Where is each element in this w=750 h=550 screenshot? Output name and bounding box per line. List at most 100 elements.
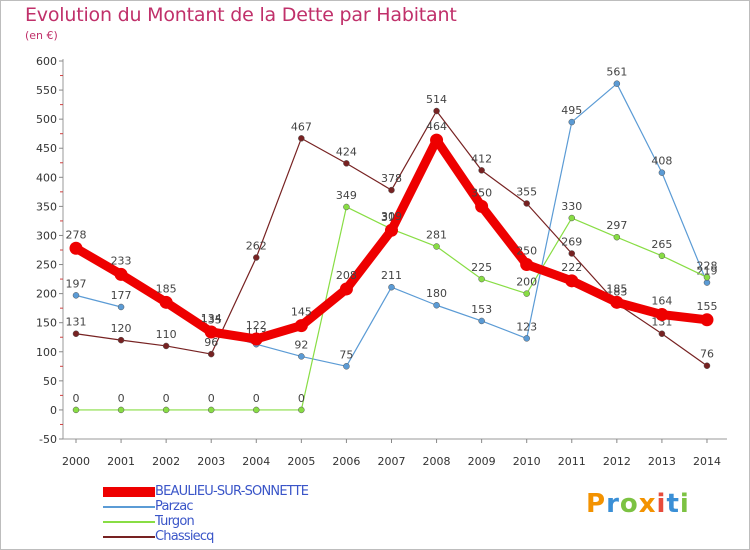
data-point (478, 167, 485, 174)
y-tick-label: 350 (36, 200, 57, 213)
data-point (388, 283, 395, 291)
data-point (433, 301, 440, 309)
data-label: 424 (336, 145, 357, 158)
data-point (520, 258, 534, 272)
data-point (253, 254, 260, 261)
data-label: 262 (246, 240, 267, 253)
data-label: 330 (561, 200, 582, 213)
legend-label: Chassiecq (155, 529, 214, 544)
data-label: 120 (111, 322, 132, 335)
data-point (72, 406, 80, 414)
data-label: 228 (696, 259, 717, 272)
data-point (72, 292, 80, 299)
data-point (117, 406, 125, 414)
y-tick-label: 500 (36, 113, 57, 126)
data-label: 177 (111, 289, 132, 302)
y-tick-label: 300 (36, 229, 57, 242)
x-tick-label: 2009 (468, 455, 496, 468)
data-point (430, 133, 444, 147)
data-label: 211 (381, 269, 402, 282)
data-label: 0 (298, 392, 305, 405)
legend-swatch (103, 506, 155, 508)
data-label: 495 (561, 104, 582, 117)
legend-label: Parzac (155, 499, 194, 514)
data-point (433, 107, 440, 115)
data-label: 297 (606, 219, 627, 232)
data-point (339, 282, 353, 296)
x-tick-label: 2006 (332, 455, 360, 468)
data-point (343, 203, 350, 211)
data-point (703, 274, 711, 281)
data-label: 180 (426, 287, 447, 300)
data-label: 464 (426, 120, 447, 133)
data-point (298, 353, 305, 360)
x-tick-label: 2001 (107, 455, 135, 468)
data-point (703, 362, 711, 369)
x-tick-label: 2003 (197, 455, 225, 468)
data-label: 200 (516, 276, 537, 289)
data-point (568, 214, 576, 222)
x-tick-label: 2011 (558, 455, 586, 468)
data-point (568, 250, 576, 257)
data-point (388, 186, 395, 194)
legend-label: Turgon (155, 514, 195, 529)
legend-swatch (103, 536, 155, 538)
data-label: 0 (73, 392, 80, 405)
x-tick-label: 2002 (152, 455, 180, 468)
data-label: 0 (163, 392, 170, 405)
data-label: 164 (651, 295, 672, 308)
data-label: 92 (294, 338, 308, 351)
y-tick-label: 200 (36, 288, 57, 301)
data-point (475, 199, 489, 213)
x-tick-label: 2014 (693, 455, 721, 468)
data-label: 75 (339, 348, 353, 361)
data-label: 222 (561, 261, 582, 274)
logo-letter: t (666, 489, 680, 519)
data-label: 265 (651, 238, 672, 251)
logo-letter: x (638, 489, 657, 519)
data-label: 134 (201, 312, 222, 325)
logo-letter: i (656, 489, 667, 519)
data-label: 155 (696, 300, 717, 313)
data-point (159, 295, 173, 309)
data-label: 131 (66, 316, 87, 329)
data-label: 110 (156, 328, 177, 341)
data-label: 309 (381, 210, 402, 223)
data-point (433, 243, 440, 250)
data-label: 349 (336, 189, 357, 202)
data-label: 514 (426, 93, 447, 106)
data-point (478, 317, 485, 325)
data-label: 122 (246, 319, 267, 332)
series-line (210, 83, 708, 367)
data-point (655, 308, 669, 322)
proxiti-logo: Proxiti (586, 489, 690, 519)
data-label: 123 (516, 320, 537, 333)
legend-swatch (103, 521, 155, 523)
data-label: 153 (471, 303, 492, 316)
y-tick-label: 400 (36, 171, 57, 184)
data-point (658, 330, 666, 337)
data-label: 76 (700, 348, 714, 361)
data-point (523, 200, 530, 207)
data-point (523, 290, 530, 297)
series-line (75, 294, 122, 308)
data-point (565, 274, 579, 288)
x-tick-label: 2004 (242, 455, 270, 468)
y-tick-label: 250 (36, 259, 57, 272)
x-tick-label: 2012 (603, 455, 631, 468)
x-tick-label: 2005 (287, 455, 315, 468)
data-label: 412 (471, 152, 492, 165)
data-label: 96 (204, 336, 218, 349)
data-point (204, 325, 218, 339)
data-point (69, 241, 83, 255)
data-point (568, 118, 576, 126)
data-point (700, 313, 714, 327)
data-point (114, 267, 128, 281)
data-label: 208 (336, 269, 357, 282)
data-point (610, 295, 624, 309)
data-point (117, 336, 125, 344)
data-label: 378 (381, 172, 402, 185)
x-tick-label: 2010 (513, 455, 541, 468)
